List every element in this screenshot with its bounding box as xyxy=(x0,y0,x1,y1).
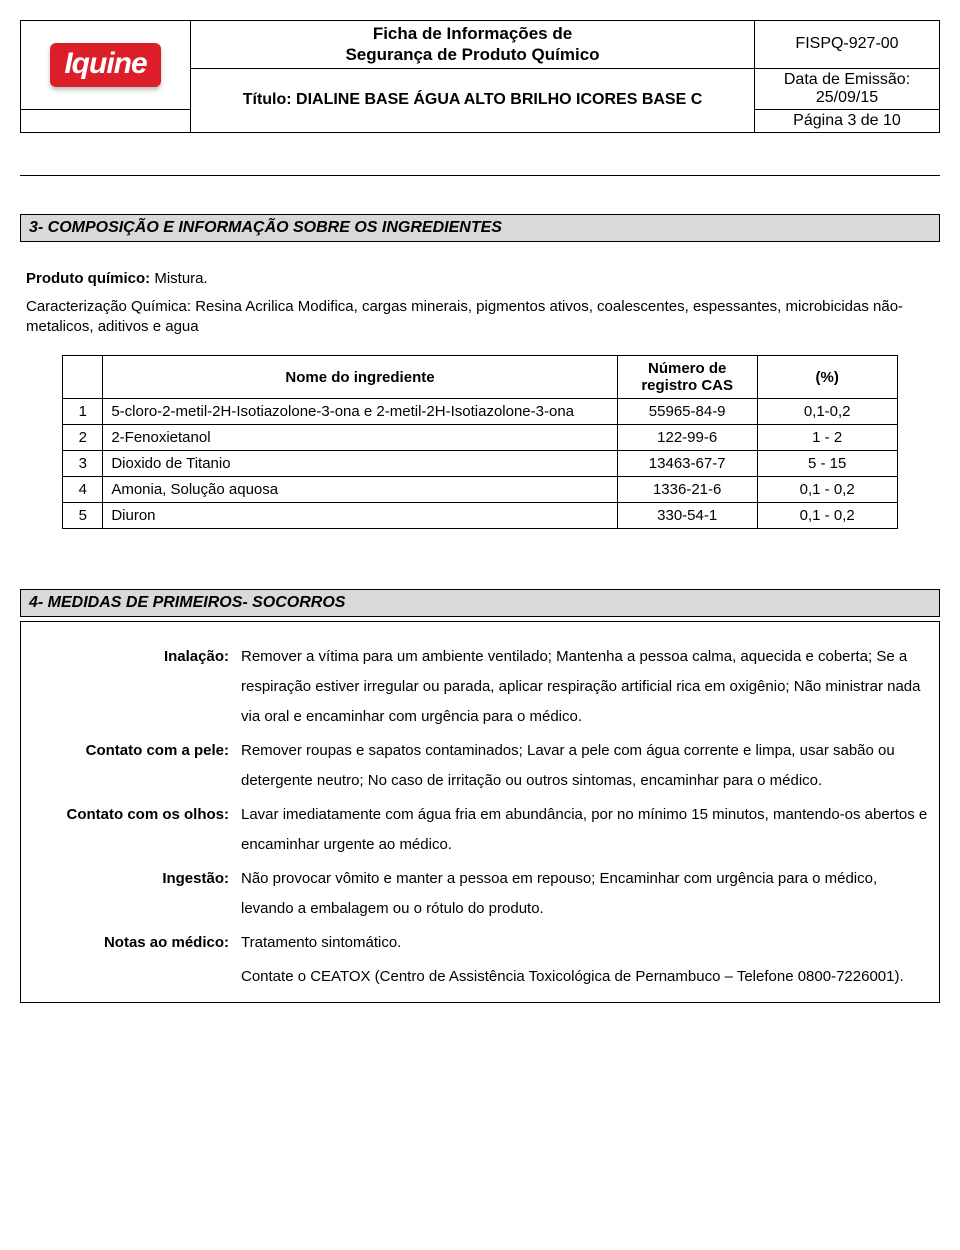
col-cas-l1: Número de xyxy=(648,360,726,377)
cell-cas: 13463-67-7 xyxy=(617,451,757,477)
firstaid-table: Inalação: Remover a vítima para um ambie… xyxy=(25,640,935,994)
fa-text: Lavar imediatamente com água fria em abu… xyxy=(235,798,935,862)
cell-pct: 0,1 - 0,2 xyxy=(757,503,897,529)
fa-text: Remover a vítima para um ambiente ventil… xyxy=(235,640,935,734)
emission-date-cell: Data de Emissão: 25/09/15 xyxy=(755,68,940,109)
fa-label: Contato com os olhos: xyxy=(25,798,235,862)
fa-extra-text: Contate o CEATOX (Centro de Assistência … xyxy=(235,960,935,994)
doc-code: FISPQ-927-00 xyxy=(755,21,940,69)
table-row: 5 Diuron 330-54-1 0,1 - 0,2 xyxy=(63,503,897,529)
firstaid-row: Inalação: Remover a vítima para um ambie… xyxy=(25,640,935,734)
product-value: Mistura. xyxy=(154,270,207,287)
cell-num: 2 xyxy=(63,425,103,451)
fa-label-empty xyxy=(25,960,235,994)
firstaid-row: Notas ao médico: Tratamento sintomático. xyxy=(25,926,935,960)
cell-num: 1 xyxy=(63,399,103,425)
col-num xyxy=(63,356,103,399)
firstaid-row: Contato com os olhos: Lavar imediatament… xyxy=(25,798,935,862)
cell-pct: 0,1 - 0,2 xyxy=(757,477,897,503)
cell-cas: 122-99-6 xyxy=(617,425,757,451)
document-header: Iquine Ficha de Informações de Segurança… xyxy=(20,20,940,133)
table-row: 2 2-Fenoxietanol 122-99-6 1 - 2 xyxy=(63,425,897,451)
cell-pct: 5 - 15 xyxy=(757,451,897,477)
fa-label: Inalação: xyxy=(25,640,235,734)
cell-name: Dioxido de Titanio xyxy=(103,451,617,477)
separator-line xyxy=(20,175,940,176)
logo-cell: Iquine xyxy=(21,21,191,110)
section3-body: Produto químico: Mistura. Caracterização… xyxy=(20,242,940,530)
doc-title-line1: Ficha de Informações de xyxy=(373,24,572,43)
fa-label: Ingestão: xyxy=(25,862,235,926)
subtitle-prefix: Título: xyxy=(243,91,296,108)
brand-logo: Iquine xyxy=(50,43,160,87)
product-line: Produto químico: Mistura. xyxy=(26,270,934,287)
page-number: Página 3 de 10 xyxy=(755,109,940,132)
col-name: Nome do ingrediente xyxy=(103,356,617,399)
fa-text: Não provocar vômito e manter a pessoa em… xyxy=(235,862,935,926)
cell-name: Amonia, Solução aquosa xyxy=(103,477,617,503)
brand-logo-text: Iquine xyxy=(64,47,146,80)
col-pct: (%) xyxy=(757,356,897,399)
ingredients-tbody: 1 5-cloro-2-metil-2H-Isotiazolone-3-ona … xyxy=(63,399,897,529)
fa-label: Contato com a pele: xyxy=(25,734,235,798)
cell-name: Diuron xyxy=(103,503,617,529)
cell-num: 4 xyxy=(63,477,103,503)
col-cas: Número de registro CAS xyxy=(617,356,757,399)
empty-cell xyxy=(21,109,191,132)
table-row: 1 5-cloro-2-metil-2H-Isotiazolone-3-ona … xyxy=(63,399,897,425)
cell-cas: 1336-21-6 xyxy=(617,477,757,503)
doc-title: Ficha de Informações de Segurança de Pro… xyxy=(191,21,755,69)
doc-subtitle: Título: DIALINE BASE ÁGUA ALTO BRILHO IC… xyxy=(191,68,755,132)
firstaid-row: Ingestão: Não provocar vômito e manter a… xyxy=(25,862,935,926)
firstaid-extra-row: Contate o CEATOX (Centro de Assistência … xyxy=(25,960,935,994)
cell-num: 3 xyxy=(63,451,103,477)
table-header-row: Nome do ingrediente Número de registro C… xyxy=(63,356,897,399)
table-row: 4 Amonia, Solução aquosa 1336-21-6 0,1 -… xyxy=(63,477,897,503)
characterization-text: Caracterização Química: Resina Acrilica … xyxy=(26,297,934,338)
cell-cas: 330-54-1 xyxy=(617,503,757,529)
col-cas-l2: registro CAS xyxy=(641,377,733,394)
cell-num: 5 xyxy=(63,503,103,529)
table-row: 3 Dioxido de Titanio 13463-67-7 5 - 15 xyxy=(63,451,897,477)
cell-name: 5-cloro-2-metil-2H-Isotiazolone-3-ona e … xyxy=(103,399,617,425)
section3-title: 3- COMPOSIÇÃO E INFORMAÇÃO SOBRE OS INGR… xyxy=(20,214,940,242)
ingredients-table: Nome do ingrediente Número de registro C… xyxy=(62,355,897,529)
emission-date: 25/09/15 xyxy=(816,89,878,106)
section4-title: 4- MEDIDAS DE PRIMEIROS- SOCORROS xyxy=(20,589,940,617)
firstaid-row: Contato com a pele: Remover roupas e sap… xyxy=(25,734,935,798)
emission-label: Data de Emissão: xyxy=(784,71,910,88)
section4-box: Inalação: Remover a vítima para um ambie… xyxy=(20,621,940,1003)
fa-text: Tratamento sintomático. xyxy=(235,926,935,960)
fa-text: Remover roupas e sapatos contaminados; L… xyxy=(235,734,935,798)
product-label: Produto químico: xyxy=(26,270,154,287)
doc-title-line2: Segurança de Produto Químico xyxy=(345,45,599,64)
cell-pct: 1 - 2 xyxy=(757,425,897,451)
subtitle-value: DIALINE BASE ÁGUA ALTO BRILHO ICORES BAS… xyxy=(296,91,702,108)
cell-pct: 0,1-0,2 xyxy=(757,399,897,425)
fa-label: Notas ao médico: xyxy=(25,926,235,960)
cell-cas: 55965-84-9 xyxy=(617,399,757,425)
cell-name: 2-Fenoxietanol xyxy=(103,425,617,451)
